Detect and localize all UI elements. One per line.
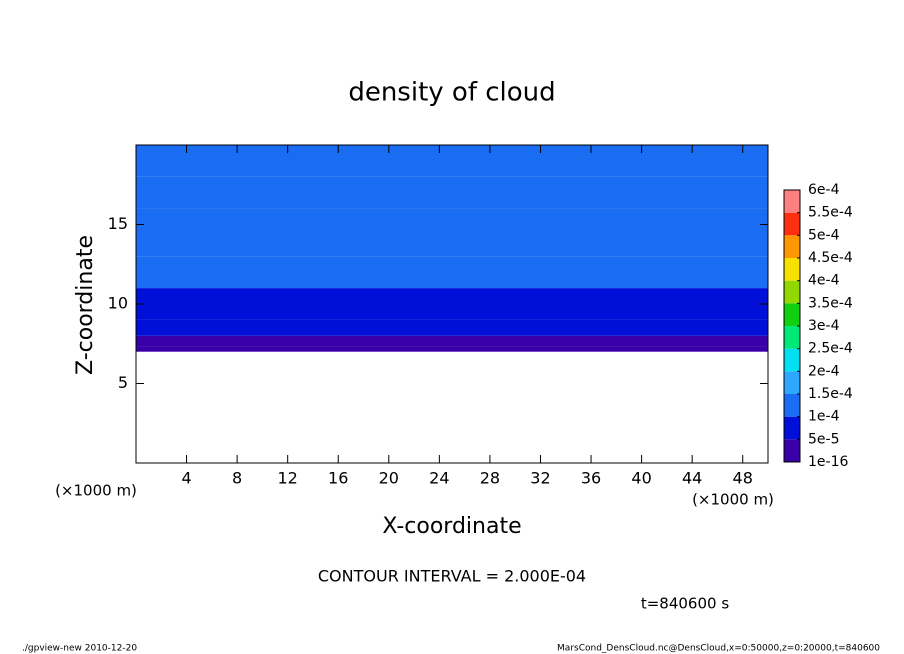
footer-right: MarsCond_DensCloud.nc@DensCloud,x=0:5000…: [557, 644, 880, 654]
contour-band: [136, 208, 768, 257]
colorbar-label: 6e-4: [808, 182, 840, 198]
y-unit: (×1000 m): [55, 482, 137, 500]
colorbar-swatch: [784, 280, 800, 304]
chart-title: density of cloud: [348, 78, 555, 108]
y-tick-label: 10: [108, 294, 128, 313]
colorbar-label: 5.5e-4: [808, 205, 853, 221]
contour-band: [136, 256, 768, 289]
colorbar-label: 1.5e-4: [808, 386, 853, 402]
x-tick-label: 4: [181, 469, 191, 488]
colorbar-label: 1e-4: [808, 409, 840, 425]
colorbar-label: 4.5e-4: [808, 250, 853, 266]
x-tick-label: 32: [530, 469, 550, 488]
colorbar-swatch: [784, 371, 800, 394]
contour-band: [136, 176, 768, 209]
colorbar-swatch: [784, 258, 800, 281]
colorbar-swatch: [784, 235, 800, 258]
colorbar-swatch: [784, 326, 800, 349]
time-label: t=840600 s: [641, 595, 729, 613]
x-tick-label: 12: [278, 469, 298, 488]
contour-interval: CONTOUR INTERVAL = 2.000E-04: [318, 567, 586, 586]
colorbar-swatch: [784, 303, 800, 326]
colorbar-label: 3.5e-4: [808, 295, 853, 311]
x-tick-label: 8: [232, 469, 242, 488]
colorbar-swatch: [784, 348, 800, 372]
footer-left: ./gpview-new 2010-12-20: [22, 644, 137, 654]
contour-band: [136, 346, 768, 352]
colorbar-label: 3e-4: [808, 318, 840, 334]
colorbar-label: 5e-4: [808, 227, 840, 243]
colorbar-label: 5e-5: [808, 431, 839, 447]
x-axis-label: X-coordinate: [382, 514, 521, 539]
contour-band: [136, 145, 768, 177]
colorbar-swatch: [784, 416, 800, 440]
colorbar-swatch: [784, 439, 800, 462]
y-tick-label: 5: [118, 373, 128, 392]
x-tick-label: 36: [581, 469, 601, 488]
x-tick-label: 28: [480, 469, 500, 488]
y-tick-label: 15: [108, 214, 128, 233]
x-tick-label: 16: [328, 469, 348, 488]
colorbar-swatch: [784, 394, 800, 417]
contour-band: [136, 288, 768, 320]
colorbar-label: 4e-4: [808, 273, 840, 289]
x-tick-label: 44: [682, 469, 702, 488]
colorbar-label: 1e-16: [808, 454, 848, 470]
x-tick-label: 48: [733, 469, 753, 488]
contour-band: [136, 319, 768, 336]
colorbar-label: 2e-4: [808, 363, 840, 379]
x-tick-label: 40: [631, 469, 651, 488]
colorbar-swatch: [784, 190, 800, 213]
y-axis-label: Z-coordinate: [73, 235, 98, 375]
colorbar-swatch: [784, 212, 800, 236]
x-unit: (×1000 m): [692, 491, 774, 509]
colorbar-label: 2.5e-4: [808, 341, 853, 357]
contour-band: [136, 335, 768, 347]
x-tick-label: 20: [379, 469, 399, 488]
x-tick-label: 24: [429, 469, 449, 488]
